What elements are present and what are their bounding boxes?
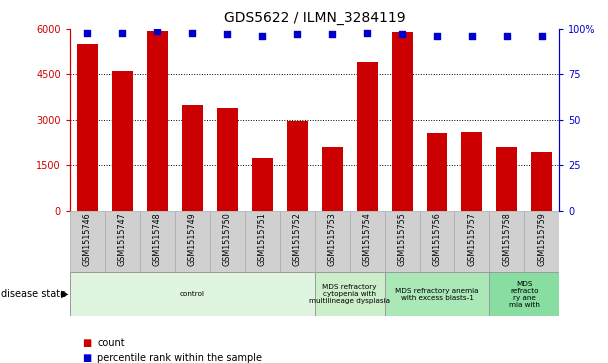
- Point: [83, 30, 92, 36]
- Text: GSM1515759: GSM1515759: [537, 212, 547, 266]
- Bar: [426, 133, 447, 211]
- Bar: [531, 152, 552, 211]
- Bar: [392, 32, 412, 211]
- Text: GSM1515751: GSM1515751: [258, 212, 267, 266]
- Bar: [350, 211, 384, 272]
- Text: GSM1515752: GSM1515752: [292, 212, 302, 266]
- Bar: [182, 105, 202, 211]
- Bar: [315, 272, 384, 316]
- Bar: [496, 147, 517, 211]
- Text: GSM1515753: GSM1515753: [328, 212, 337, 266]
- Text: GSM1515754: GSM1515754: [362, 212, 371, 266]
- Point: [537, 33, 547, 39]
- Text: GSM1515758: GSM1515758: [502, 212, 511, 266]
- Bar: [286, 121, 308, 211]
- Bar: [454, 211, 489, 272]
- Point: [432, 33, 442, 39]
- Title: GDS5622 / ILMN_3284119: GDS5622 / ILMN_3284119: [224, 11, 406, 25]
- Bar: [244, 211, 280, 272]
- Bar: [420, 211, 454, 272]
- Bar: [489, 211, 525, 272]
- Text: GSM1515746: GSM1515746: [83, 212, 92, 266]
- Point: [467, 33, 477, 39]
- Bar: [216, 108, 238, 211]
- Text: GSM1515747: GSM1515747: [118, 212, 127, 266]
- Bar: [524, 211, 559, 272]
- Point: [502, 33, 512, 39]
- Bar: [210, 211, 244, 272]
- Point: [257, 33, 267, 39]
- Bar: [461, 132, 482, 211]
- Point: [292, 32, 302, 37]
- Text: ■: ■: [82, 338, 91, 348]
- Point: [223, 32, 232, 37]
- Bar: [280, 211, 315, 272]
- Bar: [70, 272, 315, 316]
- Point: [397, 32, 407, 37]
- Bar: [356, 62, 378, 211]
- Bar: [70, 211, 105, 272]
- Text: GSM1515748: GSM1515748: [153, 212, 162, 266]
- Bar: [322, 147, 342, 211]
- Bar: [385, 272, 489, 316]
- Text: percentile rank within the sample: percentile rank within the sample: [97, 352, 262, 363]
- Text: MDS refractory anemia
with excess blasts-1: MDS refractory anemia with excess blasts…: [395, 287, 478, 301]
- Point: [153, 28, 162, 34]
- Bar: [77, 44, 98, 211]
- Bar: [489, 272, 559, 316]
- Point: [187, 30, 197, 36]
- Bar: [105, 211, 140, 272]
- Bar: [385, 211, 420, 272]
- Point: [362, 30, 372, 36]
- Text: GSM1515750: GSM1515750: [223, 212, 232, 266]
- Text: ■: ■: [82, 352, 91, 363]
- Text: ▶: ▶: [61, 289, 68, 299]
- Bar: [252, 158, 272, 211]
- Bar: [175, 211, 210, 272]
- Bar: [112, 72, 133, 211]
- Point: [117, 30, 127, 36]
- Text: GSM1515757: GSM1515757: [468, 212, 477, 266]
- Text: MDS refractory
cytopenia with
multilineage dysplasia: MDS refractory cytopenia with multilinea…: [309, 284, 390, 304]
- Text: control: control: [180, 291, 205, 297]
- Text: GSM1515755: GSM1515755: [398, 212, 407, 266]
- Text: disease state: disease state: [1, 289, 66, 299]
- Text: count: count: [97, 338, 125, 348]
- Text: GSM1515756: GSM1515756: [432, 212, 441, 266]
- Bar: [147, 30, 168, 211]
- Text: MDS
refracto
ry ane
mia with: MDS refracto ry ane mia with: [509, 281, 540, 307]
- Bar: [315, 211, 350, 272]
- Bar: [140, 211, 175, 272]
- Point: [327, 32, 337, 37]
- Text: GSM1515749: GSM1515749: [188, 212, 197, 266]
